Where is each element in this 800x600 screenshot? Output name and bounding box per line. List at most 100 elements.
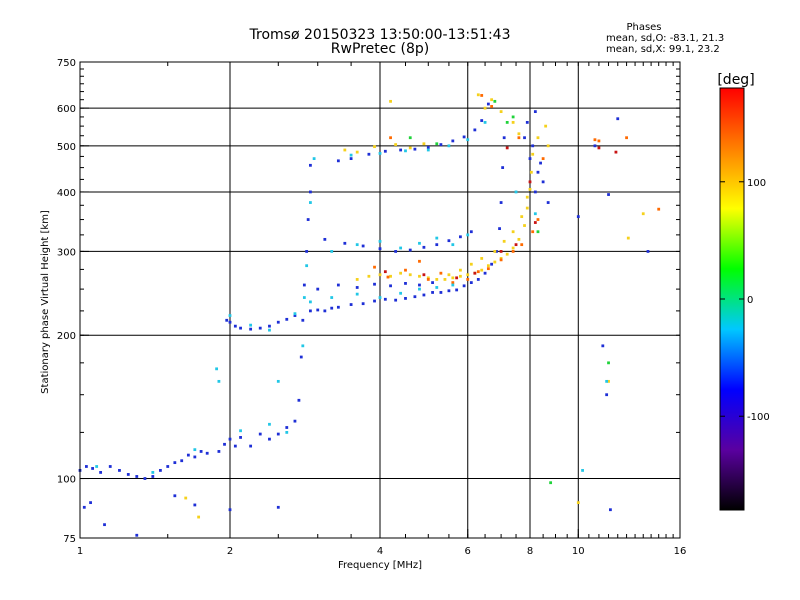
data-point bbox=[373, 145, 376, 149]
data-point bbox=[343, 241, 347, 245]
x-tick-label: 4 bbox=[377, 546, 383, 557]
data-point bbox=[408, 136, 412, 140]
data-point bbox=[486, 102, 490, 106]
data-point bbox=[499, 201, 503, 204]
data-point bbox=[297, 398, 301, 402]
data-point bbox=[293, 314, 297, 317]
data-point bbox=[239, 429, 242, 433]
y-tick-label: 200 bbox=[57, 331, 76, 342]
data-point bbox=[422, 245, 426, 249]
data-point bbox=[511, 230, 515, 234]
data-point bbox=[616, 117, 620, 121]
chart-title: Tromsø 20150323 13:50:00-13:51:43 bbox=[249, 27, 511, 43]
colorbar-tick-label: -100 bbox=[747, 412, 770, 423]
data-point bbox=[626, 236, 630, 240]
data-point bbox=[199, 450, 203, 453]
data-point bbox=[186, 453, 190, 457]
data-point bbox=[499, 250, 503, 253]
data-point bbox=[305, 250, 309, 253]
data-point bbox=[439, 143, 443, 146]
data-point bbox=[418, 287, 421, 291]
data-point bbox=[309, 190, 312, 194]
data-point bbox=[316, 287, 320, 291]
y-tick-label: 750 bbox=[57, 58, 76, 69]
data-point bbox=[389, 99, 392, 103]
data-point bbox=[483, 120, 487, 124]
data-point bbox=[597, 139, 601, 143]
data-point bbox=[151, 475, 155, 478]
data-point bbox=[426, 276, 430, 280]
data-point bbox=[514, 190, 518, 194]
data-point bbox=[525, 120, 529, 124]
data-point bbox=[91, 467, 95, 470]
data-point bbox=[607, 379, 610, 383]
data-point bbox=[502, 136, 506, 140]
y-tick-label: 400 bbox=[57, 188, 76, 199]
data-point bbox=[268, 437, 271, 441]
data-point bbox=[447, 144, 451, 148]
data-point bbox=[459, 235, 462, 239]
data-point bbox=[431, 291, 434, 294]
data-point bbox=[349, 153, 353, 157]
data-point bbox=[378, 296, 382, 299]
data-point bbox=[466, 278, 470, 281]
data-point bbox=[309, 201, 312, 204]
data-point bbox=[541, 157, 545, 161]
data-point bbox=[418, 283, 421, 287]
data-point bbox=[373, 282, 376, 286]
data-point bbox=[159, 469, 162, 472]
data-point bbox=[533, 221, 537, 224]
data-point bbox=[462, 284, 466, 288]
data-point bbox=[435, 243, 439, 247]
data-point bbox=[451, 283, 455, 287]
data-point bbox=[233, 324, 237, 328]
plot-area bbox=[80, 62, 680, 538]
data-point bbox=[517, 237, 521, 241]
data-point bbox=[180, 459, 184, 463]
data-point bbox=[285, 426, 289, 429]
data-point bbox=[520, 243, 524, 247]
data-point bbox=[89, 501, 92, 505]
data-point bbox=[498, 227, 501, 231]
data-point bbox=[361, 244, 365, 248]
data-point bbox=[378, 273, 382, 277]
x-tick-label: 6 bbox=[465, 546, 471, 557]
data-point bbox=[476, 93, 480, 97]
data-point bbox=[546, 144, 550, 148]
data-point bbox=[511, 250, 515, 253]
data-point bbox=[495, 250, 498, 253]
data-point bbox=[249, 323, 253, 327]
data-point bbox=[312, 157, 316, 161]
data-point bbox=[367, 274, 371, 278]
y-tick-label: 300 bbox=[57, 247, 76, 258]
data-point bbox=[355, 286, 359, 289]
data-point bbox=[197, 515, 201, 519]
data-point bbox=[95, 465, 99, 468]
data-point bbox=[389, 274, 392, 278]
data-point bbox=[173, 461, 177, 465]
data-point bbox=[520, 215, 524, 219]
data-point bbox=[193, 448, 197, 452]
phase-colorbar: 100 0 -100 bbox=[719, 87, 770, 511]
data-point bbox=[459, 268, 462, 272]
data-point bbox=[143, 477, 147, 480]
data-point bbox=[394, 143, 398, 146]
data-point bbox=[426, 148, 430, 152]
data-point bbox=[103, 523, 106, 527]
data-point bbox=[301, 318, 305, 322]
data-point bbox=[646, 250, 650, 253]
data-point bbox=[528, 157, 532, 161]
data-point bbox=[539, 161, 542, 165]
data-point bbox=[413, 295, 417, 299]
data-point bbox=[389, 136, 392, 140]
data-point bbox=[336, 283, 340, 287]
data-point bbox=[249, 444, 253, 448]
data-point bbox=[511, 115, 515, 119]
data-point bbox=[493, 250, 497, 253]
data-point bbox=[451, 139, 455, 143]
data-point bbox=[435, 278, 439, 281]
data-point bbox=[355, 292, 359, 296]
data-point bbox=[609, 508, 612, 512]
data-point bbox=[426, 278, 430, 281]
